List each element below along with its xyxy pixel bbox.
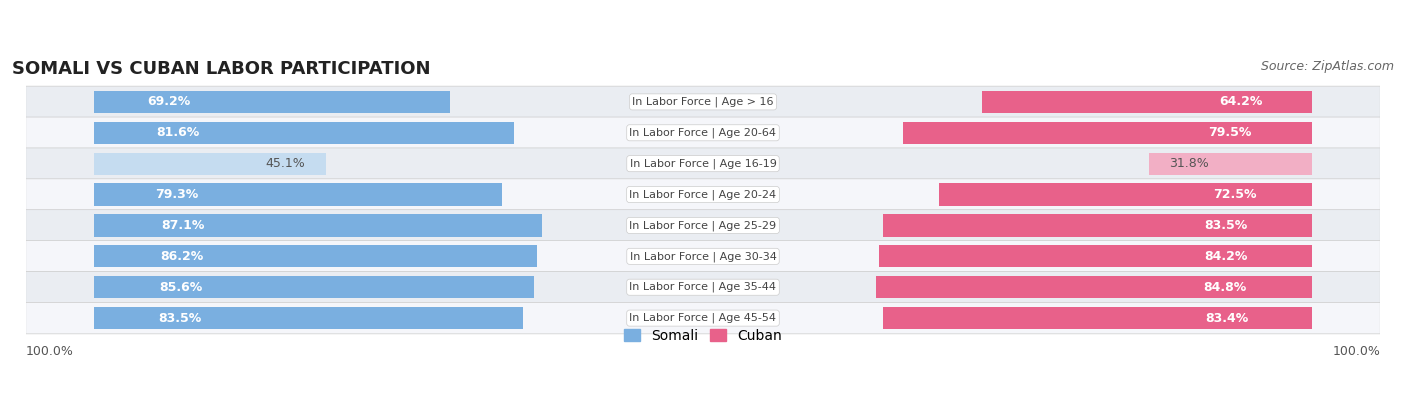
Text: 100.0%: 100.0% xyxy=(25,345,73,358)
Bar xyxy=(981,91,1312,113)
Text: In Labor Force | Age 30-34: In Labor Force | Age 30-34 xyxy=(630,251,776,261)
Text: In Labor Force | Age 35-44: In Labor Force | Age 35-44 xyxy=(630,282,776,292)
Text: In Labor Force | Age 20-64: In Labor Force | Age 20-64 xyxy=(630,128,776,138)
Text: 64.2%: 64.2% xyxy=(1219,96,1263,108)
Bar xyxy=(883,307,1312,329)
Text: In Labor Force | Age 20-24: In Labor Force | Age 20-24 xyxy=(630,189,776,200)
FancyBboxPatch shape xyxy=(25,148,1381,179)
Bar xyxy=(876,276,1312,298)
Bar xyxy=(94,214,541,237)
Text: 79.5%: 79.5% xyxy=(1208,126,1251,139)
FancyBboxPatch shape xyxy=(25,271,1381,303)
Text: 81.6%: 81.6% xyxy=(156,126,200,139)
Bar xyxy=(883,214,1312,237)
FancyBboxPatch shape xyxy=(25,117,1381,149)
Bar xyxy=(94,245,537,267)
Text: 83.4%: 83.4% xyxy=(1205,312,1249,325)
Text: 84.2%: 84.2% xyxy=(1204,250,1247,263)
Text: 86.2%: 86.2% xyxy=(160,250,204,263)
Bar xyxy=(94,91,450,113)
Text: 45.1%: 45.1% xyxy=(266,157,305,170)
Text: In Labor Force | Age 45-54: In Labor Force | Age 45-54 xyxy=(630,313,776,324)
Text: In Labor Force | Age 25-29: In Labor Force | Age 25-29 xyxy=(630,220,776,231)
FancyBboxPatch shape xyxy=(25,86,1381,118)
Bar xyxy=(94,183,502,206)
FancyBboxPatch shape xyxy=(25,210,1381,241)
Text: 69.2%: 69.2% xyxy=(148,96,190,108)
Text: 85.6%: 85.6% xyxy=(160,281,202,294)
Bar xyxy=(1149,152,1312,175)
FancyBboxPatch shape xyxy=(25,241,1381,272)
FancyBboxPatch shape xyxy=(25,302,1381,334)
Bar xyxy=(94,276,534,298)
Bar xyxy=(94,152,326,175)
Text: In Labor Force | Age 16-19: In Labor Force | Age 16-19 xyxy=(630,158,776,169)
Text: 87.1%: 87.1% xyxy=(160,219,204,232)
Text: 83.5%: 83.5% xyxy=(1205,219,1249,232)
Bar xyxy=(879,245,1312,267)
Text: SOMALI VS CUBAN LABOR PARTICIPATION: SOMALI VS CUBAN LABOR PARTICIPATION xyxy=(13,60,430,78)
Text: 72.5%: 72.5% xyxy=(1213,188,1257,201)
Text: 79.3%: 79.3% xyxy=(155,188,198,201)
Text: Source: ZipAtlas.com: Source: ZipAtlas.com xyxy=(1261,60,1393,73)
Text: 31.8%: 31.8% xyxy=(1168,157,1209,170)
Legend: Somali, Cuban: Somali, Cuban xyxy=(619,323,787,348)
Bar xyxy=(94,307,523,329)
Bar xyxy=(94,122,513,144)
Text: In Labor Force | Age > 16: In Labor Force | Age > 16 xyxy=(633,97,773,107)
Text: 83.5%: 83.5% xyxy=(157,312,201,325)
Text: 100.0%: 100.0% xyxy=(1333,345,1381,358)
FancyBboxPatch shape xyxy=(25,179,1381,210)
Bar xyxy=(939,183,1312,206)
Text: 84.8%: 84.8% xyxy=(1204,281,1247,294)
Bar xyxy=(903,122,1312,144)
